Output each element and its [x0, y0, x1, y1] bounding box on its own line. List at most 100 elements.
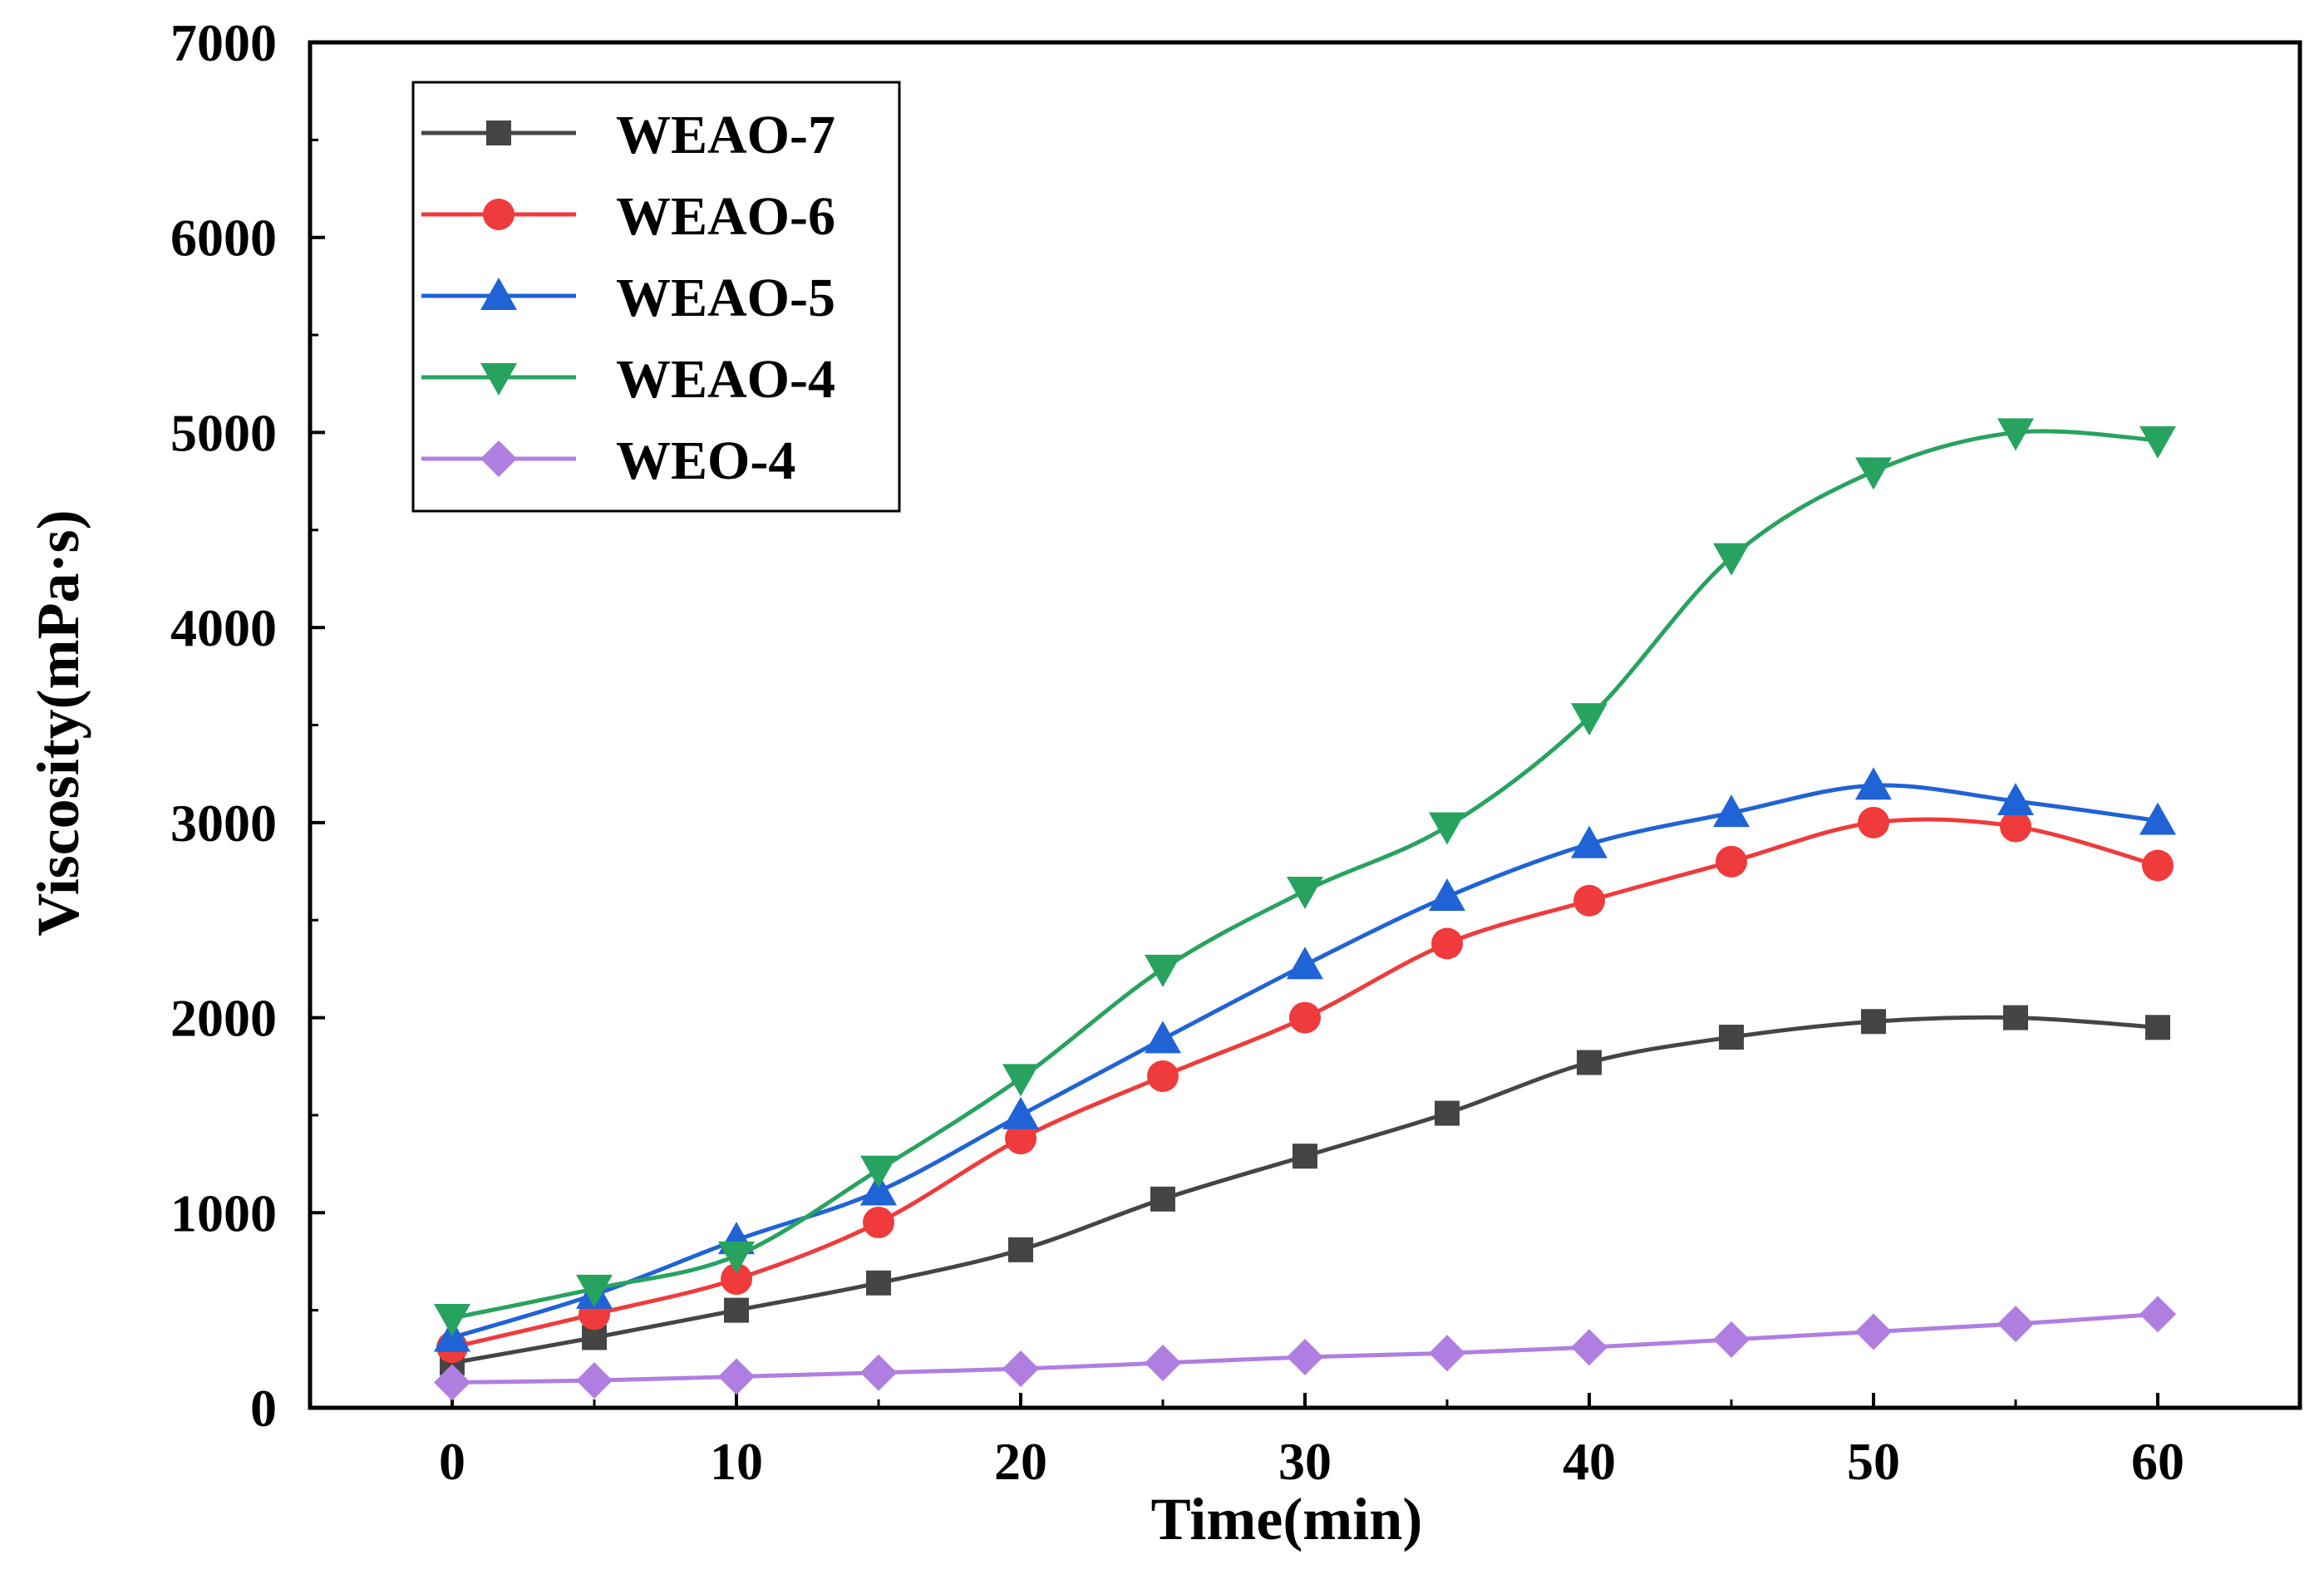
data-point-weao-7: [866, 1270, 891, 1296]
data-point-weao-7: [724, 1297, 749, 1323]
data-point-weao-4: [1997, 418, 2034, 451]
data-point-weao-5: [1002, 1096, 1039, 1129]
data-point-weao-7: [2003, 1005, 2028, 1030]
data-point-weao-5: [1145, 1021, 1181, 1054]
data-point-weao-7: [2145, 1015, 2170, 1040]
series-layer: [434, 418, 2176, 1401]
data-point-weao-4: [1571, 703, 1608, 736]
series-line-weao-5: [451, 783, 2159, 1340]
data-point-weo-4: [1429, 1335, 1465, 1372]
data-point-weo-4: [1002, 1350, 1039, 1388]
data-point-weao-6: [1147, 1060, 1179, 1092]
data-point-weao-6: [1431, 927, 1463, 960]
data-point-weao-6: [2000, 810, 2031, 843]
data-point-weo-4: [1287, 1338, 1323, 1375]
data-point-weao-4: [2139, 425, 2176, 459]
data-point-weo-4: [1997, 1306, 2034, 1343]
x-axis-title: Time(min): [1151, 1486, 1423, 1552]
legend-label-weao-7: WEAO-7: [616, 105, 835, 165]
legend-label-weo-4: WEO-4: [616, 430, 795, 491]
data-point-weao-5: [1429, 878, 1465, 912]
y-tick-label: 6000: [170, 209, 277, 268]
x-tick-label: 40: [1563, 1432, 1616, 1491]
legend-marker-weao-6: [483, 199, 515, 230]
data-point-weao-4: [1713, 543, 1750, 576]
x-tick-label: 0: [439, 1432, 465, 1491]
series-weao-6: [436, 806, 2174, 1364]
data-point-weao-4: [576, 1274, 613, 1307]
data-point-weao-6: [1716, 845, 1747, 878]
x-tick-label: 60: [2131, 1432, 2184, 1491]
data-point-weao-5: [1713, 794, 1750, 828]
legend-entry-weao-4: WEAO-4: [421, 349, 835, 410]
data-point-weo-4: [1855, 1313, 1892, 1350]
x-axis: 0 10 20 30 40 50 60: [439, 1393, 2184, 1491]
data-point-weo-4: [2139, 1296, 2176, 1333]
data-point-weao-5: [1997, 783, 2034, 816]
y-tick-label: 2000: [170, 989, 277, 1048]
legend-entry-weao-6: WEAO-6: [421, 186, 835, 247]
data-point-weao-4: [1002, 1064, 1039, 1097]
data-point-weao-4: [1429, 812, 1465, 845]
data-point-weao-4: [860, 1155, 897, 1188]
data-point-weo-4: [1571, 1329, 1608, 1366]
data-point-weo-4: [718, 1358, 755, 1395]
series-weao-4: [434, 418, 2176, 1337]
data-point-weao-4: [718, 1241, 755, 1274]
series-weo-4: [434, 1296, 2176, 1401]
y-tick-label: 5000: [170, 403, 277, 462]
data-point-weao-6: [1005, 1123, 1036, 1155]
data-point-weao-6: [1573, 884, 1605, 917]
legend: WEAO-7 WEAO-6 WEAO-5 WEAO-4 WEO-4: [411, 81, 901, 513]
data-point-weao-6: [863, 1207, 894, 1239]
data-point-weao-7: [1435, 1100, 1460, 1126]
data-point-weao-5: [1855, 767, 1892, 800]
legend-label-weao-6: WEAO-6: [616, 186, 835, 247]
legend-marker-weao-5: [480, 278, 517, 310]
legend-entry-weao-5: WEAO-5: [421, 268, 835, 328]
x-tick-label: 30: [1278, 1432, 1332, 1491]
legend-entry-weao-7: WEAO-7: [421, 105, 835, 165]
y-tick-label: 0: [250, 1379, 277, 1438]
data-point-weao-7: [1008, 1237, 1033, 1262]
legend-entry-weo-4: WEO-4: [421, 430, 795, 491]
legend-label-weao-4: WEAO-4: [616, 349, 835, 410]
data-point-weao-7: [1577, 1050, 1602, 1075]
data-point-weao-4: [1855, 457, 1892, 490]
data-point-weao-7: [1150, 1186, 1175, 1212]
data-point-weao-7: [1861, 1009, 1886, 1035]
data-point-weao-5: [1287, 947, 1323, 980]
data-point-weao-6: [1858, 806, 1889, 839]
y-tick-label: 4000: [170, 598, 277, 657]
series-line-weao-4: [451, 429, 2159, 1321]
y-axis-title: Viscosity(mPa·s): [25, 509, 91, 936]
data-point-weao-6: [1289, 1001, 1321, 1034]
series-weao-7: [440, 1005, 2170, 1376]
y-tick-label: 1000: [170, 1183, 277, 1242]
data-point-weao-4: [1287, 877, 1323, 910]
data-point-weo-4: [860, 1354, 897, 1391]
data-point-weo-4: [434, 1364, 470, 1401]
y-axis: 0 1000 2000 3000 4000 5000 6000 7000: [170, 13, 325, 1438]
data-point-weao-5: [1571, 825, 1608, 858]
data-point-weao-4: [434, 1304, 470, 1337]
data-point-weao-4: [1145, 954, 1181, 987]
data-point-weao-7: [1292, 1144, 1317, 1169]
x-tick-label: 10: [710, 1432, 763, 1491]
data-point-weo-4: [1713, 1321, 1750, 1358]
data-point-weao-6: [721, 1263, 752, 1296]
legend-marker-weo-4: [480, 440, 517, 477]
series-weao-5: [434, 767, 2176, 1352]
data-point-weao-5: [2139, 802, 2176, 835]
x-tick-label: 20: [994, 1432, 1047, 1491]
data-point-weo-4: [576, 1362, 613, 1399]
x-tick-label: 50: [1847, 1432, 1900, 1491]
y-tick-label: 3000: [170, 794, 277, 853]
data-point-weo-4: [1145, 1345, 1181, 1382]
y-tick-label: 7000: [170, 13, 277, 72]
legend-marker-weao-4: [480, 363, 517, 396]
legend-marker-weao-7: [486, 121, 511, 145]
data-point-weao-6: [2142, 849, 2174, 882]
legend-label-weao-5: WEAO-5: [616, 268, 835, 328]
